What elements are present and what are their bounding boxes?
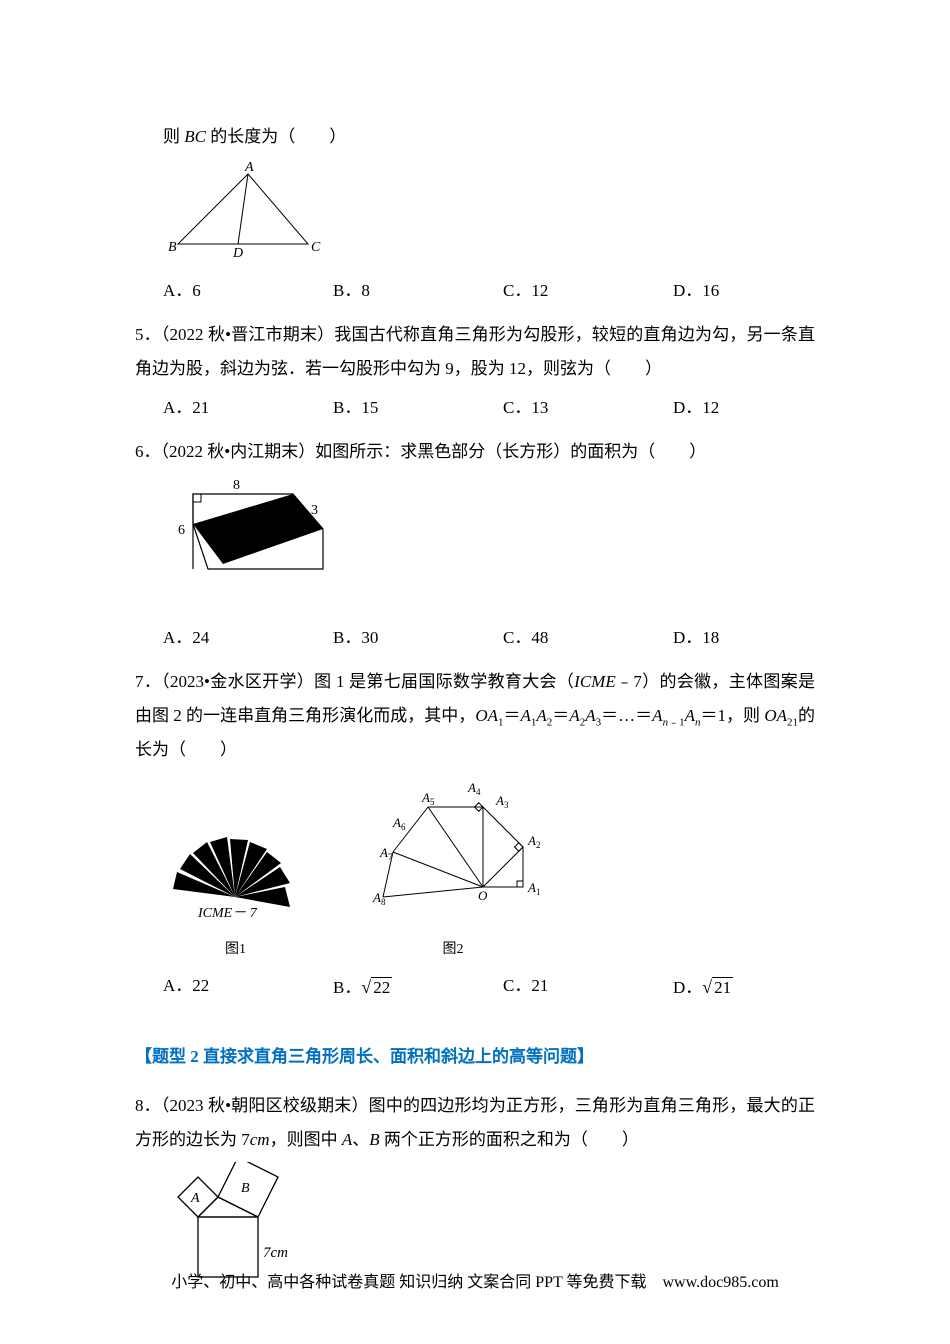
document-content: 则 BC 的长度为（ ） A B C D A．6 B．8 C．12 D．16 5… [135,120,815,1294]
svg-text:2: 2 [536,840,541,850]
option-d: D．12 [673,391,719,425]
option-d: D．18 [673,621,719,655]
text: 7．（2023•金水区开学）图 1 是第七届国际数学教育大会（ [135,672,574,691]
svg-text:6: 6 [178,523,185,538]
sub: ﹣1 [668,716,685,728]
svg-text:A: A [527,880,536,895]
q5-stem: 5．（2022 秋•晋江市期末）我国古代称直角三角形为勾股形，较短的直角边为勾，… [135,318,815,386]
option-b: B．8 [333,274,503,308]
q6-stem: 6．（2022 秋•内江期末）如图所示：求黑色部分（长方形）的面积为（ ） [135,435,815,469]
svg-text:A: A [379,845,388,860]
svg-text:ICME－ 7: ICME－ 7 [197,906,258,921]
svg-text:7cm: 7cm [263,1245,288,1261]
page-footer: 小学、初中、高中各种试卷真题 知识归纳 文案合同 PPT 等免费下载 www.d… [0,1267,950,1299]
text: 的长度为（ ） [206,127,346,146]
q4-stem: 则 BC 的长度为（ ） [135,120,815,154]
text: 、 [352,1130,369,1149]
svg-text:4: 4 [476,787,481,797]
svg-text:B: B [168,240,177,255]
option-b: B． 22 [333,969,503,1005]
svg-text:A: A [421,790,430,805]
var-a: A [342,1130,352,1149]
var: A [536,706,546,725]
svg-text:A: A [190,1191,200,1206]
eq: ＝ [503,706,520,725]
svg-text:3: 3 [504,800,509,810]
option-c: C．12 [503,274,673,308]
svg-text:O: O [478,888,488,903]
prefix: D． [673,978,702,997]
squares-figure: A B 7cm [163,1162,313,1282]
var: A [569,706,579,725]
svg-text:6: 6 [401,822,406,832]
rectangle-figure: 8 6 3 [163,474,333,604]
option-c: C．21 [503,969,673,1005]
q6-options: A．24 B．30 C．48 D．18 [135,621,815,655]
q5-options: A．21 B．15 C．13 D．12 [135,391,815,425]
q7-stem: 7．（2023•金水区开学）图 1 是第七届国际数学教育大会（ICME﹣7）的会… [135,665,815,767]
svg-text:3: 3 [311,503,318,518]
logo-figure: ICME－ 7 [163,817,308,922]
sqrt-val: 21 [712,977,733,997]
var: A [585,706,595,725]
option-a: A．6 [163,274,333,308]
svg-text:D: D [232,246,243,257]
q7-figure: ICME－ 7 图1 [135,772,815,964]
svg-text:A: A [467,780,476,795]
var-bc: BC [184,127,206,146]
svg-text:8: 8 [233,478,240,493]
svg-text:1: 1 [536,887,541,897]
triangle-figure: A B C D [163,159,323,257]
var: OA [764,706,787,725]
sqrt-icon: 22 [361,969,392,1005]
icme: ICME [574,672,616,691]
svg-text:A: A [392,815,401,830]
spiral-figure: A1 A2 A3 A4 A5 A6 A7 A8 O [338,772,568,922]
sub: 21 [787,716,798,728]
svg-text:5: 5 [430,797,435,807]
option-b: B．30 [333,621,503,655]
var: A [521,706,531,725]
fig1-container: ICME－ 7 图1 [163,817,308,964]
q6-figure: 8 6 3 [135,474,815,616]
option-a: A．22 [163,969,333,1005]
text: 两个正方形的面积之和为（ ） [380,1130,639,1149]
text: ，则图中 [270,1130,342,1149]
sqrt-icon: 21 [702,969,733,1005]
prefix: B． [333,978,361,997]
svg-text:A: A [372,890,381,905]
var: A [652,706,662,725]
section-2-title: 【题型 2 直接求直角三角形周长、面积和斜边上的高等问题】 [135,1040,815,1074]
fig1-caption: 图1 [163,936,308,964]
text: ＝1，则 [700,706,760,725]
var: A [685,706,695,725]
svg-text:7: 7 [388,852,393,862]
svg-text:B: B [241,1181,250,1196]
fig2-container: A1 A2 A3 A4 A5 A6 A7 A8 O 图2 [338,772,568,964]
var-b: B [369,1130,379,1149]
q4-figure: A B C D [135,159,815,269]
text: 则 [163,127,184,146]
svg-text:A: A [495,793,504,808]
option-a: A．24 [163,621,333,655]
svg-text:A: A [527,833,536,848]
fig2-caption: 图2 [338,936,568,964]
q4-options: A．6 B．8 C．12 D．16 [135,274,815,308]
dots: ＝…＝ [601,706,652,725]
q8-stem: 8．（2023 秋•朝阳区校级期末）图中的四边形均为正方形，三角形为直角三角形，… [135,1089,815,1157]
svg-text:A: A [244,160,254,175]
q7-options: A．22 B． 22 C．21 D． 21 [135,969,815,1005]
sqrt-val: 22 [371,977,392,997]
option-c: C．48 [503,621,673,655]
cm: cm [250,1130,270,1149]
option-b: B．15 [333,391,503,425]
option-a: A．21 [163,391,333,425]
var: OA [475,706,498,725]
svg-text:8: 8 [381,897,386,907]
eq: ＝ [552,706,569,725]
option-c: C．13 [503,391,673,425]
svg-text:C: C [311,240,321,255]
option-d: D．16 [673,274,719,308]
option-d: D． 21 [673,969,733,1005]
